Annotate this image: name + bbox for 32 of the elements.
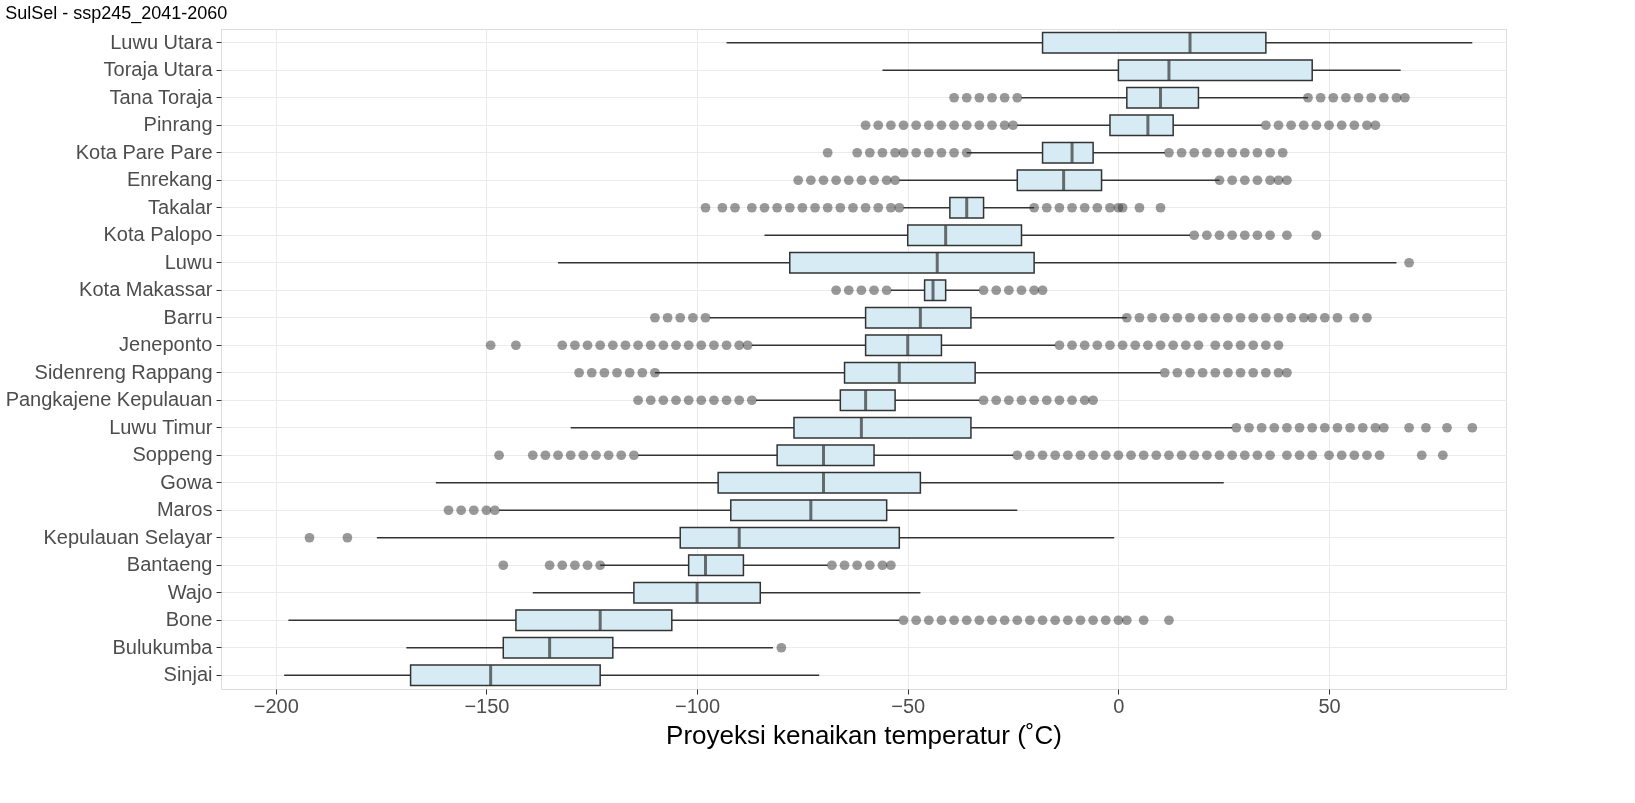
- x-tick-label: −100: [675, 694, 721, 717]
- x-tick-label: −150: [464, 694, 510, 717]
- y-tick-label: Kota Palopo: [103, 223, 213, 246]
- y-tick-label: Kota Pare Pare: [75, 140, 213, 163]
- x-axis-title: Proyeksi kenaikan temperatur (˚C): [666, 719, 1062, 750]
- y-tick-label: Barru: [163, 305, 213, 328]
- x-tick-label: −50: [891, 694, 926, 717]
- y-tick-label: Sinjai: [163, 663, 213, 686]
- y-tick-label: Luwu Utara: [110, 30, 214, 53]
- y-tick-label: Bulukumba: [112, 635, 214, 658]
- y-tick-label: Enrekang: [126, 168, 213, 191]
- chart-title: SulSel - ssp245_2041-2060: [5, 3, 228, 24]
- x-tick-label: 0: [1113, 694, 1125, 717]
- y-tick-label: Wajo: [167, 580, 213, 603]
- y-tick-label: Luwu: [164, 250, 213, 273]
- y-tick-label: Maros: [156, 498, 213, 521]
- x-tick-label: 50: [1318, 694, 1341, 717]
- y-tick-label: Toraja Utara: [103, 58, 214, 81]
- y-tick-label: Tana Toraja: [109, 85, 214, 108]
- y-tick-label: Pinrang: [143, 113, 213, 136]
- y-tick-label: Kota Makassar: [79, 278, 213, 301]
- y-tick-label: Pangkajene Kepulauan: [5, 388, 213, 411]
- y-tick-label: Soppeng: [132, 443, 213, 466]
- y-tick-label: Luwu Timur: [109, 415, 213, 438]
- y-tick-label: Bone: [165, 608, 213, 631]
- y-tick-label: Gowa: [160, 470, 214, 493]
- y-tick-label: Bantaeng: [126, 553, 213, 576]
- y-tick-label: Sidenreng Rappang: [34, 360, 213, 383]
- y-tick-label: Takalar: [148, 195, 213, 218]
- x-tick-label: −200: [253, 694, 299, 717]
- y-tick-label: Jeneponto: [119, 333, 213, 356]
- y-tick-label: Kepulauan Selayar: [43, 525, 213, 548]
